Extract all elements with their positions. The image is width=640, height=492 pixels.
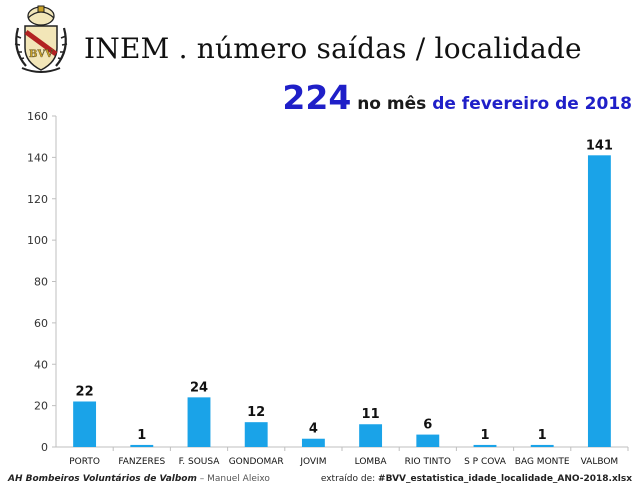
bar [416, 434, 440, 447]
x-tick-label: RIO TINTO [405, 457, 451, 467]
bar [587, 155, 611, 447]
footer-org: AH Bombeiros Voluntários de Valbom [8, 474, 197, 484]
page-title: INEM . número saídas / localidade [84, 32, 582, 65]
data-label: 12 [247, 405, 265, 420]
crest-text: BVV [29, 49, 53, 60]
crest-ribbon [21, 67, 61, 73]
y-tick-label: 140 [27, 151, 48, 164]
crest-helmet [27, 5, 55, 26]
x-tick-label: BAG MONTE [515, 457, 570, 467]
data-label: 1 [137, 428, 146, 443]
data-label: 4 [309, 422, 318, 437]
bar [73, 401, 97, 447]
subtitle-period: de fevereiro de 2018 [432, 94, 632, 114]
y-tick-label: 40 [34, 358, 48, 371]
footer-source: extraído de: #BVV_estatistica_idade_loca… [321, 474, 632, 484]
footer-source-label: extraído de: [320, 474, 379, 484]
x-tick-label: GONDOMAR [229, 457, 284, 467]
footer-source-file: #BVV_estatistica_idade_localidade_ANO-20… [378, 474, 632, 484]
footer-author: – Manuel Aleixo [196, 474, 270, 484]
bar [187, 397, 211, 447]
x-tick-label: FANZERES [118, 457, 165, 467]
bar [530, 444, 554, 447]
bvv-crest-logo: BVV [14, 5, 68, 73]
x-tick-label: F. SOUSA [179, 457, 221, 467]
bar [244, 422, 268, 447]
subtitle-mid: no mês [351, 94, 433, 114]
y-tick-label: 20 [34, 400, 48, 413]
y-tick-label: 120 [27, 193, 48, 206]
bar [473, 444, 497, 447]
data-label: 24 [190, 380, 208, 395]
bar [301, 438, 325, 447]
bar-chart: 0 20 40 60 80 100 120 140 160 22 PORTO 1 FANZERES 24 F… [27, 110, 629, 467]
x-tick-label: LOMBA [355, 457, 388, 467]
x-tick-label: VALBOM [581, 457, 619, 467]
data-label: 6 [423, 418, 432, 433]
data-label: 141 [586, 138, 613, 153]
x-tick-label: S P COVA [464, 457, 507, 467]
bar [359, 424, 383, 447]
y-tick-label: 80 [34, 276, 48, 289]
data-label: 1 [480, 428, 489, 443]
x-tick-label: PORTO [69, 457, 100, 467]
crest-wreath [14, 27, 68, 67]
total-count: 224 [282, 78, 352, 117]
footer-credit: AH Bombeiros Voluntários de Valbom – Man… [8, 474, 270, 484]
y-tick-label: 0 [41, 441, 48, 454]
data-label: 22 [76, 384, 94, 399]
bar [130, 444, 154, 447]
crest-sash [24, 29, 58, 57]
y-tick-label: 160 [27, 110, 48, 123]
data-label: 11 [362, 407, 380, 422]
subtitle: 224 no mês de fevereiro de 2018 [282, 78, 632, 117]
x-tick-label: JOVIM [299, 457, 326, 467]
data-label: 1 [538, 428, 547, 443]
y-tick-label: 60 [34, 317, 48, 330]
y-tick-label: 100 [27, 234, 48, 247]
